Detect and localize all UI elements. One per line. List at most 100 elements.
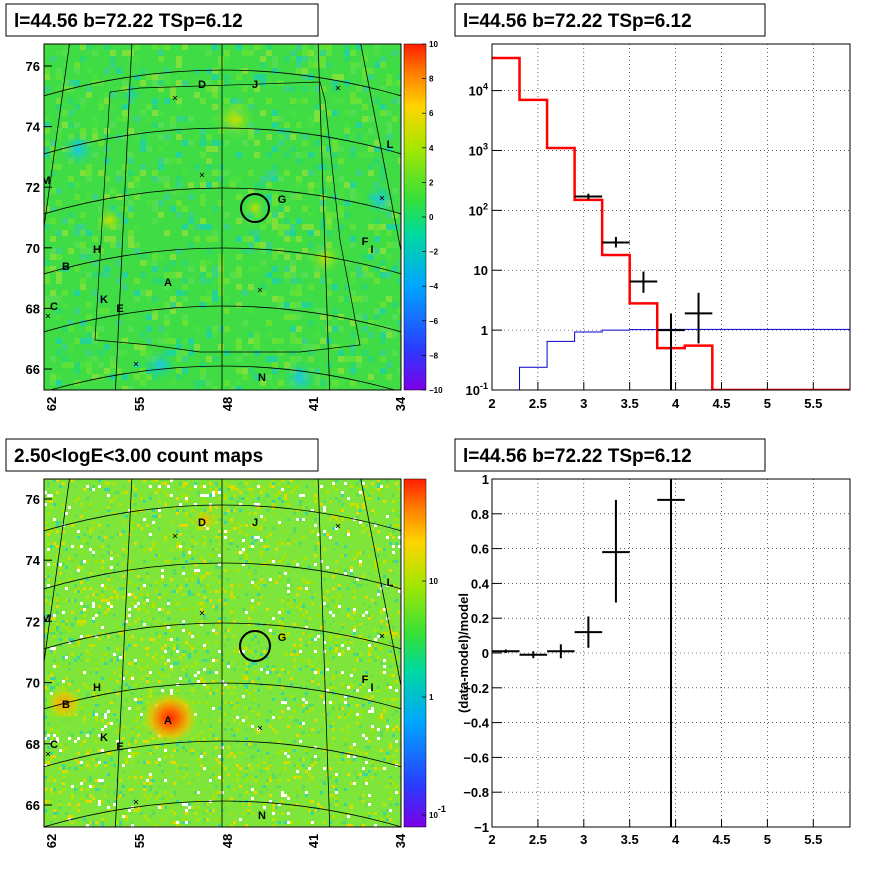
map-pixel [275, 671, 278, 674]
map-pixel [350, 92, 356, 98]
map-pixel [398, 545, 401, 548]
map-pixel [125, 719, 128, 722]
map-pixel [149, 737, 152, 740]
map-pixel [362, 773, 365, 776]
map-pixel [143, 584, 146, 587]
map-pixel [356, 494, 359, 497]
map-pixel [266, 548, 269, 551]
map-pixel [47, 494, 50, 497]
map-pixel [80, 671, 83, 674]
map-pixel [311, 680, 314, 683]
map-pixel [290, 677, 293, 680]
map-pixel [86, 722, 89, 725]
map-pixel [143, 560, 146, 563]
map-pixel [131, 761, 134, 764]
map-pixel [188, 653, 191, 656]
map-pixel [368, 497, 371, 500]
map-pixel [200, 605, 203, 608]
map-pixel [326, 182, 332, 188]
map-pixel [155, 542, 158, 545]
map-pixel [344, 110, 350, 116]
map-pixel [269, 800, 272, 803]
map-pixel [86, 608, 89, 611]
map-pixel [77, 668, 80, 671]
map-pixel [308, 641, 311, 644]
map-pixel [71, 578, 74, 581]
map-pixel [257, 782, 260, 785]
map-pixel [377, 737, 380, 740]
map-pixel [269, 578, 272, 581]
map-pixel [110, 575, 113, 578]
map-pixel [44, 689, 47, 692]
map-pixel [68, 803, 71, 806]
source-cross-marker [335, 85, 341, 91]
map-pixel [221, 653, 224, 656]
map-pixel [176, 743, 179, 746]
map-pixel [368, 554, 371, 557]
map-pixel [134, 659, 137, 662]
map-pixel [113, 497, 116, 500]
map-pixel [44, 788, 47, 791]
map-pixel [329, 800, 332, 803]
map-pixel [218, 536, 221, 539]
map-pixel [344, 635, 347, 638]
map-pixel [65, 746, 68, 749]
map-pixel [116, 821, 119, 824]
map-pixel [386, 623, 389, 626]
map-pixel [158, 500, 161, 503]
map-pixel [299, 734, 302, 737]
map-pixel [326, 533, 329, 536]
map-pixel [191, 545, 194, 548]
map-pixel [116, 170, 122, 176]
map-pixel [50, 500, 53, 503]
y-tick-label: 10 [474, 263, 488, 278]
map-pixel [71, 794, 74, 797]
map-pixel [332, 386, 338, 390]
map-pixel [341, 743, 344, 746]
map-pixel [299, 557, 302, 560]
map-pixel [356, 296, 362, 302]
map-pixel [146, 260, 152, 266]
map-pixel [164, 623, 167, 626]
map-pixel [374, 44, 380, 50]
map-pixel [350, 485, 353, 488]
map-pixel [326, 290, 332, 296]
map-pixel [71, 599, 74, 602]
map-pixel [302, 134, 308, 140]
map-pixel [170, 794, 173, 797]
map-pixel [209, 668, 212, 671]
map-pixel [107, 575, 110, 578]
map-pixel [68, 326, 74, 332]
map-pixel [206, 164, 212, 170]
map-pixel [206, 806, 209, 809]
map-pixel [122, 812, 125, 815]
map-pixel [356, 362, 362, 368]
map-pixel [74, 500, 77, 503]
map-pixel [167, 626, 170, 629]
map-pixel [245, 809, 248, 812]
map-pixel [140, 713, 143, 716]
map-pixel [77, 821, 80, 824]
map-pixel [194, 791, 197, 794]
map-pixel [290, 653, 293, 656]
map-pixel [245, 554, 248, 557]
map-pixel [68, 638, 71, 641]
map-pixel [233, 584, 236, 587]
map-pixel [272, 386, 278, 390]
map-pixel [380, 308, 386, 314]
map-pixel [140, 494, 143, 497]
map-pixel [305, 749, 308, 752]
map-pixel [308, 515, 311, 518]
map-pixel [251, 524, 254, 527]
map-pixel [314, 695, 317, 698]
map-pixel [239, 818, 242, 821]
map-pixel [314, 308, 320, 314]
map-pixel [278, 140, 284, 146]
map-pixel [380, 170, 386, 176]
map-pixel [56, 248, 62, 254]
map-pixel [155, 581, 158, 584]
map-pixel [53, 497, 56, 500]
map-pixel [221, 764, 224, 767]
map-pixel [206, 641, 209, 644]
map-pixel [350, 506, 353, 509]
